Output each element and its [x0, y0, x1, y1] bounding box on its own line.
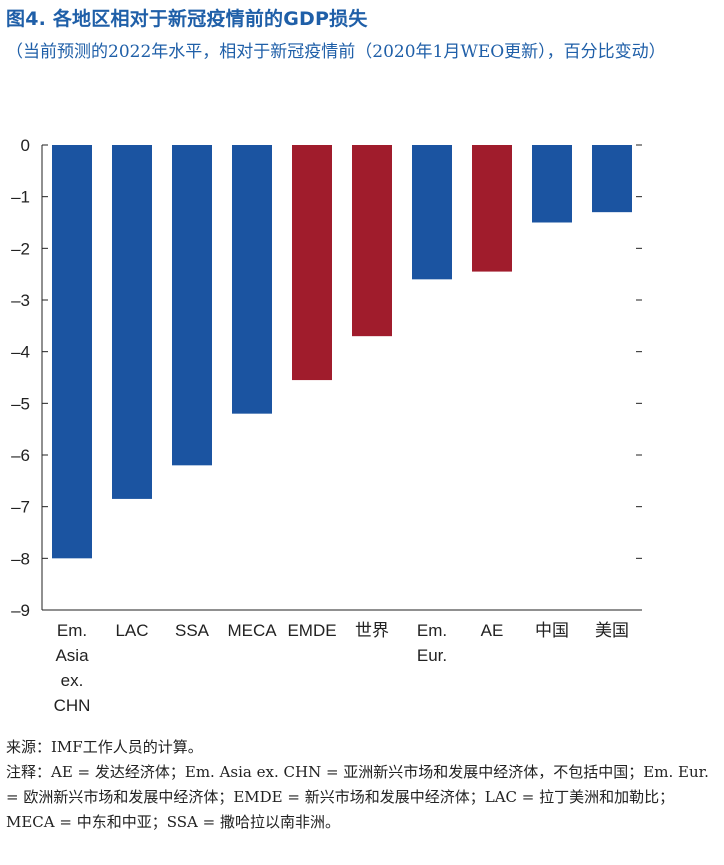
x-tick-label-line: 世界 [355, 621, 389, 640]
x-tick-label: 世界 [355, 621, 389, 640]
y-tick-label: –9 [11, 601, 30, 620]
bar [592, 145, 632, 213]
y-tick-label: –5 [11, 394, 30, 413]
x-tick-label-line: 中国 [535, 621, 569, 640]
y-tick-label: –2 [11, 239, 30, 258]
x-tick-label-line: Em. [57, 621, 87, 640]
bar [412, 145, 452, 280]
x-tick-label-line: Eur. [417, 646, 447, 665]
x-tick-label: LAC [115, 621, 148, 640]
y-tick-label: –3 [11, 291, 30, 310]
y-tick-label: –1 [11, 188, 30, 207]
chart-labels: Em. Asia ex. CHN LAC SSA MECA EMDE 世界 Em. Eur. AE 中国… [54, 621, 629, 715]
x-tick-label-line: ex. [61, 671, 84, 690]
bar [352, 145, 392, 337]
bar [472, 145, 512, 272]
x-tick-label-line: EMDE [287, 621, 336, 640]
x-tick-label: Em. Eur. [417, 621, 447, 665]
x-tick-label-line: MECA [227, 621, 277, 640]
bar-chart: 0 –1 –2 –3 –4 –5 –6 –7 –8 –9 Em. Asia ex. CHN LAC SSA M… [11, 136, 642, 715]
x-tick-label-line: Asia [55, 646, 89, 665]
chart-axes: 0 –1 –2 –3 –4 –5 –6 –7 –8 –9 [11, 136, 642, 620]
x-tick-label: AE [481, 621, 504, 640]
bar [232, 145, 272, 414]
chart-subtitle: （当前预测的2022年水平，相对于新冠疫情前（2020年1月WEO更新），百分比… [6, 42, 666, 62]
y-tick-label: –6 [11, 446, 30, 465]
chart-bars [52, 145, 632, 559]
footnote: 注释：AE = 发达经济体；Em. Asia ex. CHN = 亚洲新兴市场和… [6, 763, 709, 831]
chart-title: 图4. 各地区相对于新冠疫情前的GDP损失 [6, 8, 368, 30]
bar [112, 145, 152, 499]
source-note: 来源：IMF工作人员的计算。 [6, 738, 203, 756]
bar [292, 145, 332, 381]
x-tick-label: 中国 [535, 621, 569, 640]
y-tick-label: 0 [21, 136, 30, 155]
x-tick-label-line: LAC [115, 621, 148, 640]
bar [532, 145, 572, 223]
x-tick-label: Em. Asia ex. CHN [54, 621, 91, 715]
x-tick-label-line: SSA [175, 621, 210, 640]
bar [172, 145, 212, 466]
chart-notes: 来源：IMF工作人员的计算。 注释：AE = 发达经济体；Em. Asia ex… [6, 735, 722, 835]
x-tick-label-line: Em. [417, 621, 447, 640]
y-tick-label: –7 [11, 498, 30, 517]
y-tick-label: –4 [11, 343, 30, 362]
x-tick-label: 美国 [595, 621, 629, 640]
x-tick-label-line: AE [481, 621, 504, 640]
y-tick-label: –8 [11, 549, 30, 568]
x-tick-label: SSA [175, 621, 210, 640]
x-tick-label-line: 美国 [595, 621, 629, 640]
x-tick-label: EMDE [287, 621, 336, 640]
bar [52, 145, 92, 559]
x-tick-label: MECA [227, 621, 277, 640]
x-tick-label-line: CHN [54, 696, 91, 715]
